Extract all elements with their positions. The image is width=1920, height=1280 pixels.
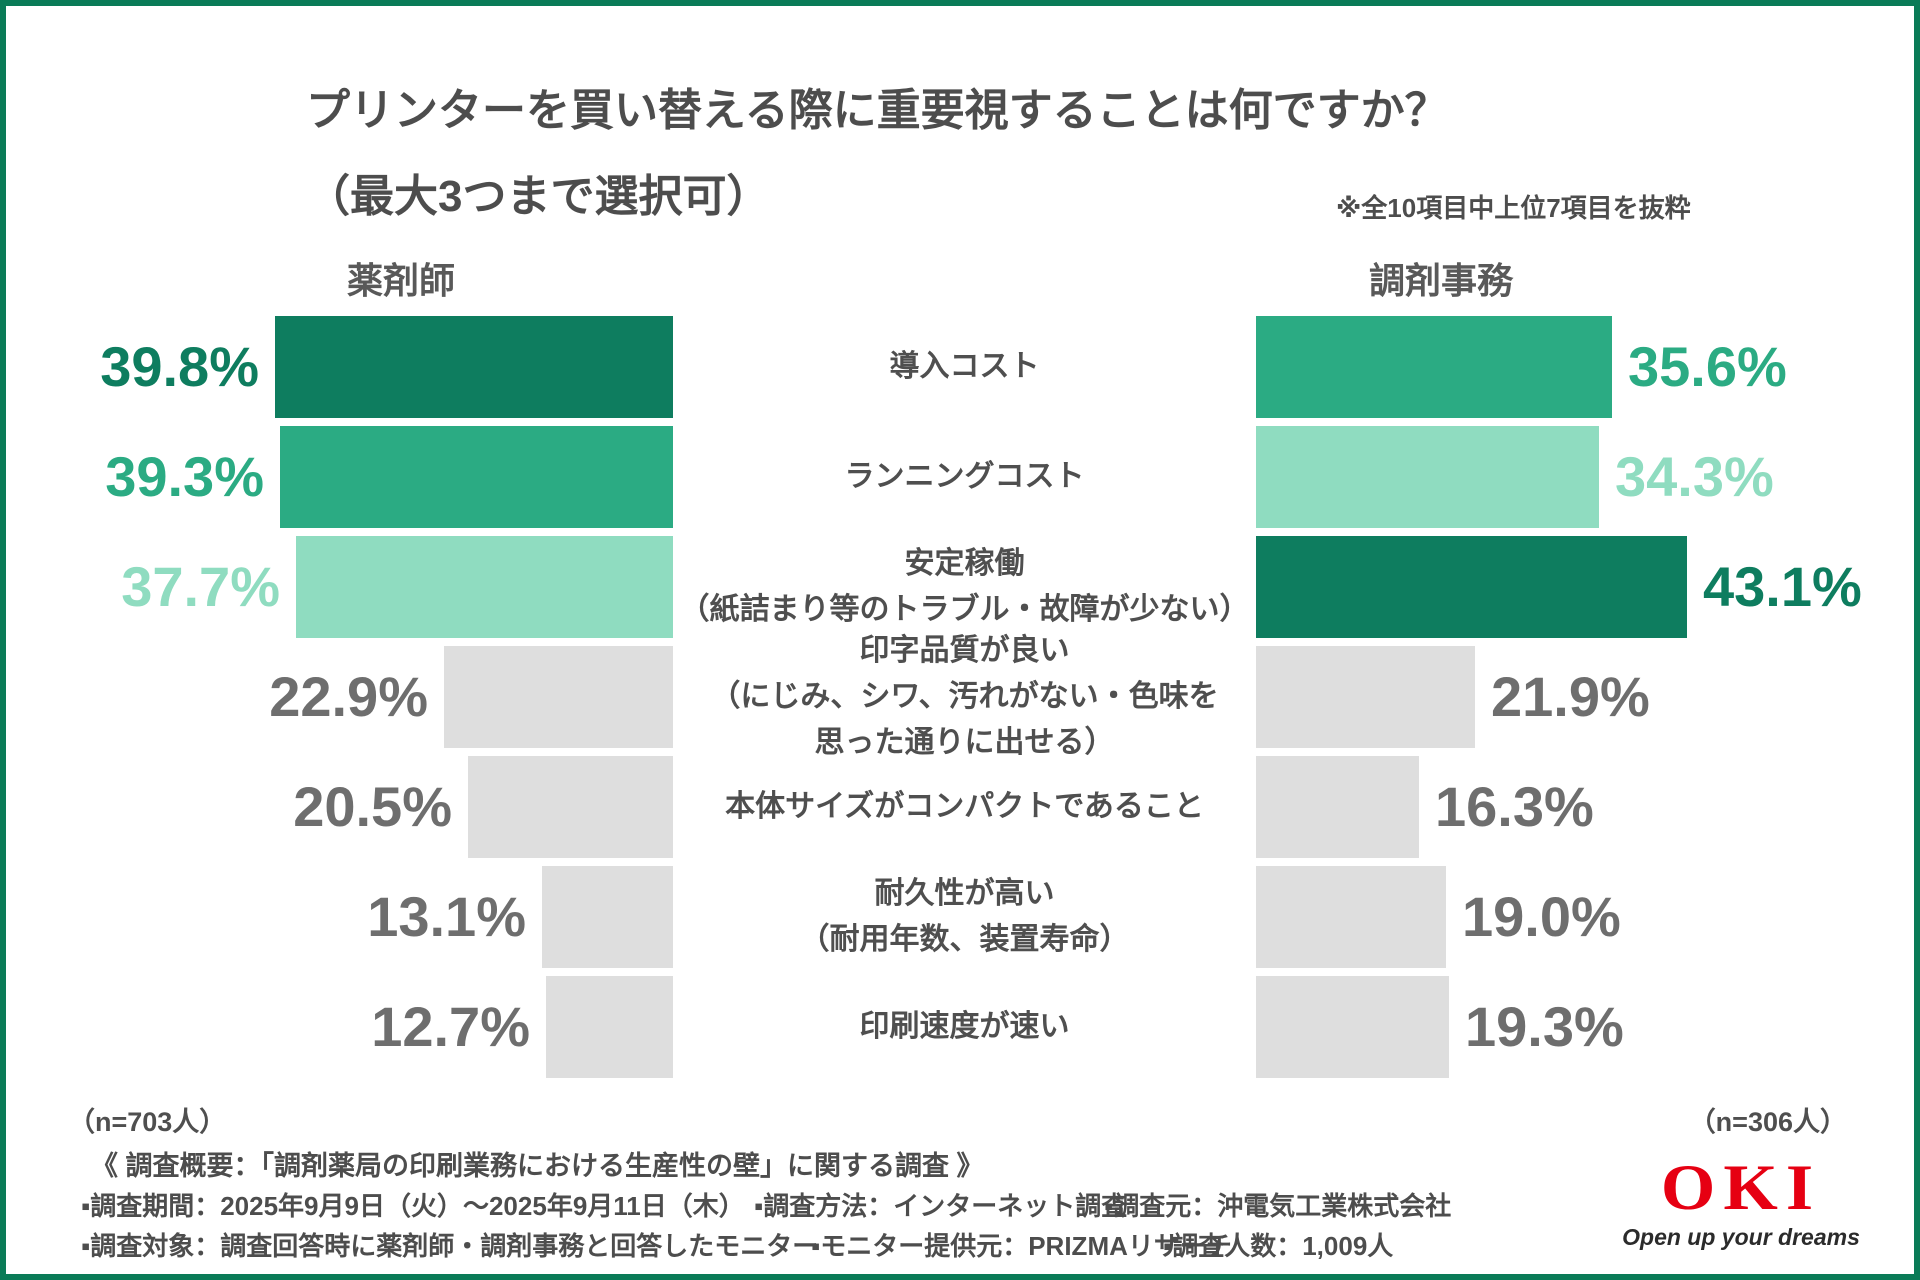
category-label-line: 導入コスト [889, 350, 1040, 383]
percent-label-left: 37.7% [121, 555, 280, 618]
survey-overview: 《 調査概要：「調剤薬局の印刷業務における生産性の壁」に関する調査 》 [91, 1151, 984, 1181]
percent-label-right: 43.1% [1703, 555, 1862, 618]
percent-label-right: 35.6% [1628, 335, 1787, 398]
category-label: 安定稼働 （紙詰まり等のトラブル・故障が少ない） [673, 536, 1256, 638]
percent-label-left: 13.1% [367, 885, 526, 948]
percent-label-left: 22.9% [269, 665, 428, 728]
oki-logo-text: OKI [1660, 1153, 1822, 1224]
percent-label-right: 19.0% [1462, 885, 1621, 948]
category-label: 印字品質が良い （にじみ、シワ、汚れがない・色味を 思った通りに出せる） [673, 634, 1256, 759]
category-label: 印刷速度が速い [673, 976, 1256, 1078]
survey-detail-item: ▪調査対象：調査回答時に薬剤師・調剤事務と回答したモニター [81, 1231, 819, 1261]
category-label-line: 安定稼働 [904, 547, 1025, 580]
chart-row: 20.5% 本体サイズがコンパクトであること 16.3% [6, 756, 1914, 858]
percent-label-left: 39.3% [105, 445, 264, 508]
category-label-line: （耐用年数、装置寿命） [799, 923, 1130, 956]
category-label-line: （紙詰まり等のトラブル・故障が少ない） [679, 593, 1250, 626]
survey-detail-item: ▪モニター提供元：PRIZMAリサーチ [811, 1231, 1232, 1261]
bar-right [1256, 316, 1612, 418]
chart-row: 22.9% 印字品質が良い （にじみ、シワ、汚れがない・色味を 思った通りに出せる） 2… [6, 634, 1914, 759]
bar-right [1256, 426, 1599, 528]
category-label-line: 印字品質が良い [859, 634, 1070, 667]
percent-label-right: 16.3% [1435, 775, 1594, 838]
chart-row: 12.7% 印刷速度が速い 19.3% [6, 976, 1914, 1078]
category-label-line: 耐久性が高い [874, 877, 1055, 910]
category-label: ランニングコスト [673, 426, 1256, 528]
percent-label-right: 19.3% [1465, 995, 1624, 1058]
category-label: 耐久性が高い （耐用年数、装置寿命） [673, 866, 1256, 968]
right-group-header: 調剤事務 [1368, 260, 1513, 301]
chart-row: 39.3% ランニングコスト 34.3% [6, 426, 1914, 528]
survey-detail-item: ▪調査元：沖電気工業株式会社 [1104, 1191, 1452, 1221]
percent-label-left: 12.7% [371, 995, 530, 1058]
bar-right [1256, 866, 1446, 968]
left-group-header: 薬剤師 [346, 260, 455, 301]
bar-right [1256, 646, 1475, 748]
bar-right [1256, 756, 1419, 858]
bar-left [296, 536, 673, 638]
bar-left [546, 976, 673, 1078]
survey-detail-item: ▪調査方法：インターネット調査 [754, 1191, 1128, 1221]
right-sample-size: （n=306人） [1688, 1107, 1847, 1137]
category-label-line: ランニングコスト [844, 460, 1085, 493]
bar-left [468, 756, 673, 858]
percent-label-right: 34.3% [1615, 445, 1774, 508]
chart-row: 13.1% 耐久性が高い （耐用年数、装置寿命） 19.0% [6, 866, 1914, 968]
category-label-line: （にじみ、シワ、汚れがない・色味を [710, 680, 1219, 713]
bar-left [444, 646, 673, 748]
category-label-line: 本体サイズがコンパクトであること [725, 790, 1204, 823]
chart-title: プリンターを買い替える際に重要視することは何ですか？ （最大3つまで選択可） [306, 68, 1449, 240]
left-sample-size: （n=703人） [68, 1107, 227, 1137]
category-label-line: 印刷速度が速い [859, 1010, 1070, 1043]
chart-title-line2: （最大3つまで選択可） [306, 172, 771, 221]
bar-right [1256, 536, 1687, 638]
bar-right [1256, 976, 1449, 1078]
category-label: 導入コスト [673, 316, 1256, 418]
oki-logo: OKI Open up your dreams [1606, 1156, 1876, 1251]
chart-note: ※全10項目中上位7項目を抜粋 [1336, 193, 1691, 223]
bar-left [280, 426, 673, 528]
percent-label-right: 21.9% [1491, 665, 1650, 728]
oki-logo-tagline: Open up your dreams [1622, 1224, 1860, 1250]
percent-label-left: 39.8% [100, 335, 259, 398]
chart-title-line1: プリンターを買い替える際に重要視することは何ですか？ [306, 86, 1449, 135]
bar-left [542, 866, 673, 968]
category-label: 本体サイズがコンパクトであること [673, 756, 1256, 858]
category-label-line: 思った通りに出せる） [814, 726, 1115, 759]
chart-row: 39.8% 導入コスト 35.6% [6, 316, 1914, 418]
chart-row: 37.7% 安定稼働 （紙詰まり等のトラブル・故障が少ない） 43.1% [6, 536, 1914, 638]
percent-label-left: 20.5% [293, 775, 452, 838]
survey-detail-item: ▪調査期間：2025年9月9日（火）～2025年9月11日（木） [81, 1191, 745, 1221]
survey-detail-item: ▪調査人数：1,009人 [1163, 1231, 1394, 1261]
bar-left [275, 316, 673, 418]
